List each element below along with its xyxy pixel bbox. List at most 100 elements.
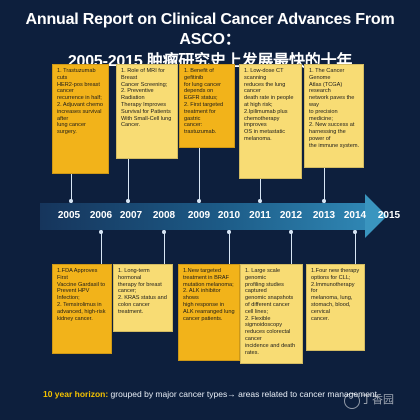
bottom-box-line: 2. KRAS status and	[118, 295, 167, 302]
footer-text: grouped by major cancer types→ areas rel…	[110, 389, 378, 399]
page-title: Annual Report on Clinical Cancer Advance…	[0, 10, 420, 72]
bottom-box-2014: 1.Four new therapy options for CLL; 2.Immu…	[306, 264, 365, 351]
top-connector-dot	[322, 199, 326, 203]
bottom-connector-dot	[162, 230, 166, 234]
bottom-box-line: 2. Flexible sigmoidoscopy	[245, 315, 282, 329]
bottom-box-line: stomach, blood, cervical	[311, 301, 351, 315]
bottom-connector	[291, 230, 292, 264]
bottom-box-2010: 1.New targeted treatment in BRAF mutation …	[178, 264, 240, 361]
year-label-2013: 2013	[312, 210, 336, 221]
bottom-box-line: of different cancer cell lines;	[245, 301, 290, 315]
top-box-2007: 1. Role of MRI for Breast Cancer Screenin…	[116, 64, 178, 159]
bottom-box-line: ALK rearranged lung	[183, 308, 235, 315]
bottom-box-line: 1.FDA Approves First	[57, 268, 98, 281]
top-box-line: recurrence in half;	[57, 95, 102, 102]
top-box-line: 2. Preventive Radiation	[121, 88, 154, 102]
top-connector-dot	[126, 199, 130, 203]
bottom-box-line: treatment in BRAF	[183, 274, 230, 281]
bottom-box-line: 1. Long-term hormonal	[118, 268, 150, 281]
timeline-band	[40, 203, 365, 230]
bottom-box-2006: 1.FDA Approves First Vaccine Gardasil to P…	[52, 264, 112, 354]
top-box-line: 2.Ipilimumab plus	[244, 108, 288, 115]
bottom-box-line: 1. Large scale genomic	[245, 268, 281, 281]
bottom-box-2012: 1. Large scale genomic profiling studies …	[240, 264, 303, 364]
bottom-box-line: 2. Temsirolimus in	[57, 301, 102, 308]
top-box-line: increases survival after	[57, 108, 102, 122]
bottom-box-line: kidney cancer.	[57, 315, 93, 322]
year-label-2009: 2009	[187, 210, 211, 221]
top-box-line: cancer: trastuzumab.	[184, 122, 217, 136]
top-box-line: to precision medicine;	[309, 108, 338, 122]
watermark: 丁香园	[361, 394, 394, 406]
top-box-line: at high risk;	[244, 101, 273, 108]
top-connector	[260, 179, 261, 203]
bottom-box-line: cancer;	[118, 288, 137, 295]
bottom-connector	[229, 230, 230, 264]
top-box-line: lung cancer surgery.	[57, 122, 86, 136]
dxy-logo-icon	[344, 393, 360, 409]
bottom-box-line: reduces colorectal cancer	[245, 329, 291, 342]
year-label-2007: 2007	[119, 210, 143, 221]
year-label-2012: 2012	[279, 210, 303, 221]
title-line-1: Annual Report on Clinical Cancer Advance…	[25, 11, 395, 48]
year-label-2006: 2006	[89, 210, 113, 221]
bottom-box-line: genomic snapshots	[245, 295, 294, 302]
bottom-connector-dot	[289, 230, 293, 234]
bottom-box-line: cancer patients.	[183, 315, 223, 322]
top-box-line: Cancer Screening;	[121, 81, 168, 88]
top-box-line: With Small-Cell lung	[121, 115, 172, 122]
top-connector-dot	[69, 199, 73, 203]
top-box-line: for lung cancer depends on	[184, 81, 222, 95]
top-box-line: HER2-pos breast cancer	[57, 81, 100, 95]
bottom-connector-dot	[99, 230, 103, 234]
year-label-2015: 2015	[377, 210, 401, 221]
top-box-line: EGFR status;	[184, 95, 218, 102]
year-label-2011: 2011	[249, 210, 271, 221]
year-label-2005: 2005	[57, 210, 81, 221]
top-box-line: harnessing the power of	[309, 129, 346, 142]
footer-note: 10 year horizon: grouped by major cancer…	[0, 388, 420, 400]
bottom-box-line: advanced, high-risk	[57, 308, 106, 315]
year-label-2014: 2014	[343, 210, 367, 221]
bottom-box-line: therapy for breast	[118, 281, 162, 288]
bottom-box-line: profiling studies captured	[245, 281, 284, 295]
bottom-box-line: incidence and death rates.	[245, 342, 296, 356]
top-box-2005-2006: 1. Trastuzumab cuts HER2-pos breast cance…	[52, 64, 109, 174]
top-connector	[199, 148, 200, 203]
footer-highlight: 10 year horizon:	[42, 389, 109, 399]
top-box-line: 1. The Cancer Genome	[309, 68, 345, 81]
top-connector-dot	[258, 199, 262, 203]
top-connector-dot	[197, 199, 201, 203]
timeline-arrowhead-icon	[365, 194, 387, 238]
top-box-2013: 1. The Cancer Genome Atlas (TCGA) researc…	[304, 64, 364, 168]
bottom-box-line: Vaccine Gardasil to	[57, 281, 106, 288]
bottom-box-line: colon cancer treatment.	[118, 301, 150, 315]
top-connector	[128, 159, 129, 203]
bottom-connector	[164, 230, 165, 264]
bottom-connector-dot	[353, 230, 357, 234]
bottom-box-line: Prevent HPV Infection;	[57, 288, 90, 302]
bottom-box-line: 2.Immunotherapy for	[311, 281, 355, 295]
year-label-2008: 2008	[152, 210, 176, 221]
top-box-line: 1. Trastuzumab cuts	[57, 68, 96, 81]
bottom-box-line: 1.New targeted	[183, 268, 221, 274]
top-box-line: Atlas (TCGA) research	[309, 81, 343, 95]
top-box-line: Survival for Patients	[121, 108, 171, 115]
bottom-box-2008: 1. Long-term hormonal therapy for breast c…	[113, 264, 173, 332]
top-box-line: Cancer.	[121, 122, 141, 129]
top-box-line: 2. Adjuvant chemo	[57, 101, 104, 108]
top-box-line: 1. Benefit of gefitinib	[184, 68, 214, 81]
bottom-box-line: options for CLL;	[311, 274, 351, 281]
bottom-box-line: 2. ALK inhibitor shows	[183, 288, 221, 302]
top-connector	[71, 174, 72, 203]
top-box-line: 1. Role of MRI for Breast	[121, 68, 165, 81]
top-box-2009: 1. Benefit of gefitinib for lung cancer d…	[179, 64, 235, 148]
top-box-line: 2. New success at	[309, 122, 355, 129]
top-box-line: the immune system.	[309, 142, 360, 149]
top-box-line: melanoma.	[244, 135, 272, 142]
top-box-line: reduces the lung cancer	[244, 81, 286, 95]
top-connector	[324, 168, 325, 203]
top-box-line: network paves the way	[309, 95, 355, 108]
top-box-line: death rate in people	[244, 95, 294, 102]
bottom-box-line: melanoma, lung,	[311, 295, 353, 302]
